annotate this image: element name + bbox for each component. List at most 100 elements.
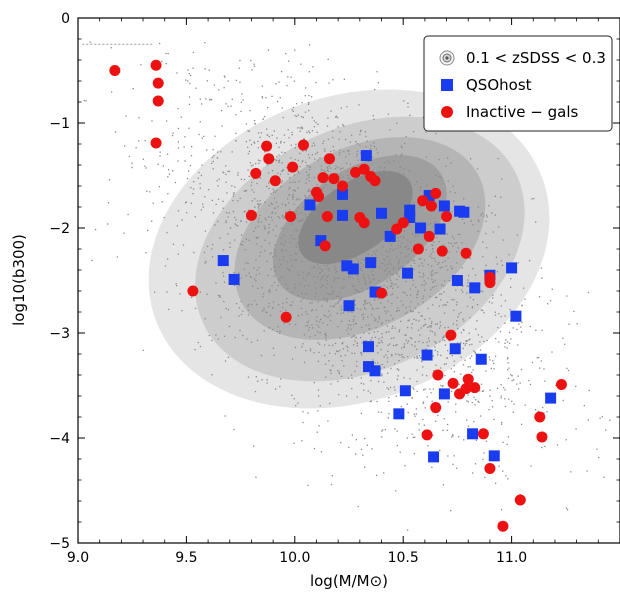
inactive-galaxy-point <box>397 217 409 229</box>
qsohost-point <box>434 223 446 235</box>
qsohost-point <box>438 388 450 400</box>
inactive-galaxy-point <box>460 247 472 259</box>
inactive-galaxy-point <box>250 167 262 179</box>
qsohost-point <box>404 212 416 223</box>
data-points <box>109 59 567 532</box>
inactive-galaxy-point <box>321 210 333 222</box>
inactive-galaxy-point <box>269 175 281 187</box>
inactive-galaxy-point <box>358 163 370 175</box>
inactive-galaxy-point <box>555 378 567 390</box>
square-marker-icon <box>441 79 453 91</box>
inactive-galaxy-point <box>534 411 546 423</box>
qsohost-point <box>475 353 487 365</box>
inactive-galaxy-point <box>187 285 199 297</box>
inactive-galaxy-point <box>447 377 459 389</box>
legend-item-background: 0.1 < zSDSS < 0.3 <box>439 49 606 67</box>
legend-label-inactive: Inactive − gals <box>466 103 579 121</box>
inactive-galaxy-point <box>421 429 433 441</box>
inactive-galaxy-point <box>323 153 335 165</box>
legend-box <box>423 35 613 132</box>
x-tick-label: 10.5 <box>388 550 419 566</box>
y-tick-label: 0 <box>61 11 70 27</box>
qsohost-point <box>228 273 240 285</box>
qsohost-point <box>384 230 396 242</box>
qsohost-point <box>365 257 377 269</box>
axes: 9.0 9.5 10.0 10.5 11.0 0 −1 −2 −3 −4 −5 <box>49 11 620 566</box>
inactive-galaxy-point <box>358 217 370 229</box>
inactive-galaxy-point <box>336 180 348 192</box>
inactive-galaxy-point <box>462 373 474 385</box>
x-axis-title: log(M/M⊙) <box>310 572 388 590</box>
qsohost-point <box>451 275 463 286</box>
qsohost-point <box>336 209 348 221</box>
x-tick-label: 9.0 <box>67 550 89 566</box>
y-tick-label: −1 <box>49 116 70 132</box>
qsohost-point <box>402 267 414 279</box>
legend-item-qsohost: QSOhost <box>441 76 532 94</box>
x-tick-label: 10.0 <box>279 550 310 566</box>
qsohost-point <box>449 343 461 355</box>
qsohost-point <box>363 361 375 373</box>
qsohost-point <box>488 450 500 462</box>
qsohost-point <box>415 222 427 234</box>
inactive-galaxy-point <box>514 494 526 506</box>
inactive-galaxy-point <box>261 140 273 152</box>
inactive-galaxy-point <box>152 95 164 107</box>
qsohost-point <box>421 349 433 361</box>
y-tick-label: −2 <box>49 221 70 237</box>
qsohost-point <box>347 263 359 275</box>
qsohost-point <box>304 199 316 211</box>
y-tick-label: −5 <box>49 536 70 552</box>
inactive-galaxy-point <box>441 210 453 222</box>
inactive-galaxy-point <box>436 245 448 257</box>
legend-label-qsohost: QSOhost <box>466 76 532 94</box>
qsohost-point <box>315 235 327 247</box>
inactive-galaxy-point <box>284 210 296 222</box>
qsohost-point <box>438 200 450 212</box>
qsohost-point <box>217 255 229 267</box>
qsohost-point <box>423 189 435 201</box>
circle-marker-icon <box>441 106 453 118</box>
x-tick-label: 11.0 <box>496 550 527 566</box>
qsohost-point <box>404 204 416 216</box>
inactive-galaxy-point <box>245 209 257 221</box>
inactive-galaxy-point <box>319 240 331 252</box>
inactive-galaxy-point <box>430 187 442 199</box>
inactive-galaxy-point <box>328 173 340 185</box>
inactive-galaxy-point <box>423 230 435 242</box>
qsohost-point <box>369 365 381 377</box>
qsohost-point <box>399 385 411 397</box>
inactive-galaxy-point <box>150 137 162 149</box>
inactive-galaxy-point <box>417 195 429 207</box>
inactive-galaxy-point <box>430 402 442 414</box>
qsohost-point <box>376 207 388 219</box>
y-tick-label: −3 <box>49 326 70 342</box>
qsohost-point <box>467 428 479 440</box>
qsohost-point <box>369 286 381 298</box>
y-axis-title: log10(b300) <box>10 234 28 326</box>
contour-icon <box>439 50 455 66</box>
y-tick-label: −4 <box>49 431 70 447</box>
qsohost-point <box>458 206 470 218</box>
inactive-galaxy-point <box>280 311 292 323</box>
qsohost-point <box>393 408 405 420</box>
inactive-galaxy-point <box>369 175 381 187</box>
legend-label-background: 0.1 < zSDSS < 0.3 <box>466 49 606 67</box>
qsohost-point <box>428 451 440 463</box>
inactive-galaxy-point <box>469 382 481 394</box>
x-tick-label: 9.5 <box>175 550 197 566</box>
qsohost-point <box>510 310 522 322</box>
inactive-galaxy-point <box>263 153 275 165</box>
inactive-galaxy-point <box>313 191 325 202</box>
plot-frame <box>77 17 620 544</box>
inactive-galaxy-point <box>350 166 362 178</box>
inactive-galaxy-point <box>425 200 437 212</box>
inactive-galaxy-point <box>297 139 309 151</box>
qsohost-point <box>360 150 372 162</box>
inactive-galaxy-point <box>109 65 121 76</box>
inactive-galaxy-point <box>152 77 164 89</box>
inactive-galaxy-point <box>287 161 299 173</box>
qsohost-point <box>341 260 353 272</box>
inactive-galaxy-point <box>432 369 444 381</box>
inactive-galaxy-point <box>317 172 329 184</box>
